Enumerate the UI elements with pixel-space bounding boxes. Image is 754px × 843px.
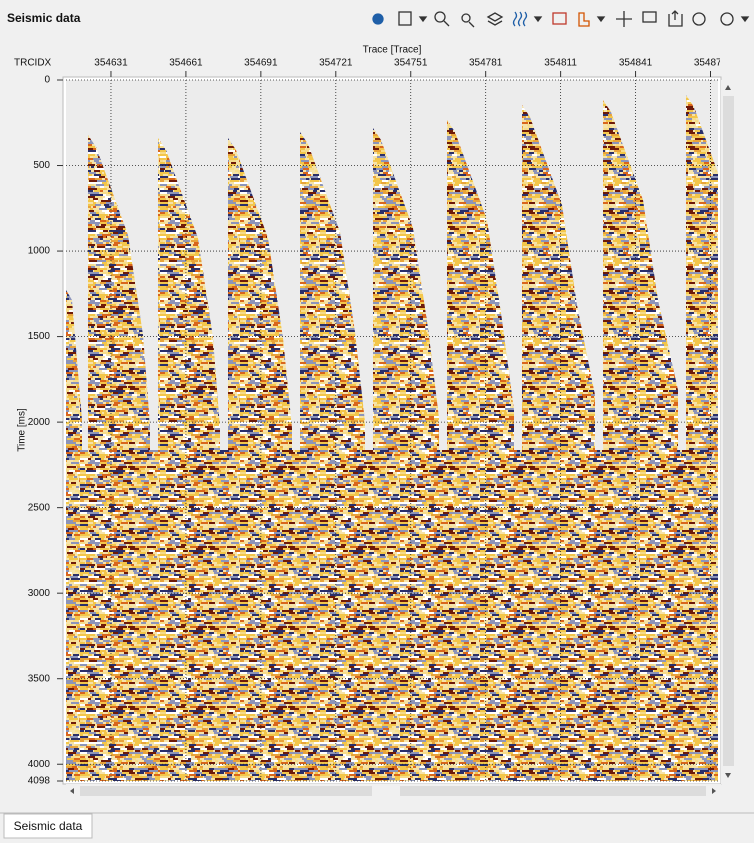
window-title: Seismic data: [7, 11, 81, 25]
x-tick-label: 354751: [394, 58, 428, 69]
tab[interactable]: [3, 813, 93, 839]
y-tick-label: 2000: [28, 417, 51, 428]
target-icon[interactable]: [692, 12, 706, 26]
x-tick-label: 354691: [244, 58, 278, 69]
x-tick-labels: 354631 354661 354691 354721 354751 354781 3548…: [94, 58, 728, 69]
settings-icon[interactable]: [372, 13, 384, 25]
grid: 0 500 1000 1500 2000 2500 3000 3500 4000 4098: [28, 71, 718, 787]
seismic-wedge: [300, 132, 365, 460]
y-axis-label: Time [ms]: [17, 408, 28, 452]
color-icon[interactable]: [552, 12, 567, 25]
plot-area: [66, 80, 718, 781]
x-tick-label: 354841: [619, 58, 653, 69]
seismic-wedge: [447, 120, 514, 460]
y-tick-label: 0: [44, 75, 50, 86]
dropdown[interactable]: [418, 16, 428, 23]
x-tick-label: 354631: [94, 58, 128, 69]
y-tick-label: 4000: [28, 759, 51, 770]
vertical-scrollbar[interactable]: [721, 80, 736, 784]
y-tick-label: 4098: [28, 776, 51, 787]
select-icon[interactable]: [398, 11, 412, 26]
tab-label[interactable]: Seismic data: [14, 819, 83, 833]
seismic-wedge: [228, 138, 292, 460]
pick-icon[interactable]: [461, 13, 471, 23]
seismic-wedge: [686, 95, 718, 460]
seismic-wedge: [158, 138, 220, 460]
seismic-wedge: [603, 100, 678, 460]
x-tick-label: 354811: [544, 58, 577, 69]
y-tick-label: 500: [33, 160, 50, 171]
x-tick-label: 354721: [319, 58, 353, 69]
chart-icon[interactable]: [578, 12, 590, 27]
export-icon[interactable]: [668, 10, 683, 27]
x-tick-label: 354781: [469, 58, 503, 69]
y-tick-label: 1500: [28, 331, 51, 342]
toolbar: [372, 10, 750, 28]
x-tick-label: 354871: [694, 58, 728, 69]
zoom-icon[interactable]: [434, 11, 446, 23]
seismic-wedge: [373, 128, 439, 460]
x-axis-label: Trace [Trace]: [363, 45, 422, 56]
x-tick-label: 354661: [169, 58, 203, 69]
compass-icon[interactable]: [720, 12, 734, 26]
x-axis-header: TRCIDX: [14, 58, 52, 69]
seismic-wedge: [66, 290, 82, 460]
comment-icon[interactable]: [642, 11, 657, 23]
layers-icon[interactable]: [486, 12, 504, 26]
wiggle-icon[interactable]: [512, 11, 528, 27]
seismic-wedge: [522, 105, 595, 460]
y-tick-label: 3500: [28, 673, 51, 684]
horizontal-scrollbar[interactable]: [66, 784, 721, 798]
seismic-lower: [66, 450, 718, 781]
y-tick-label: 1000: [28, 246, 51, 257]
y-tick-label: 2500: [28, 502, 51, 513]
y-tick-label: 3000: [28, 588, 51, 599]
crosshair-icon[interactable]: [616, 11, 632, 27]
seismic-wedge: [88, 135, 150, 460]
